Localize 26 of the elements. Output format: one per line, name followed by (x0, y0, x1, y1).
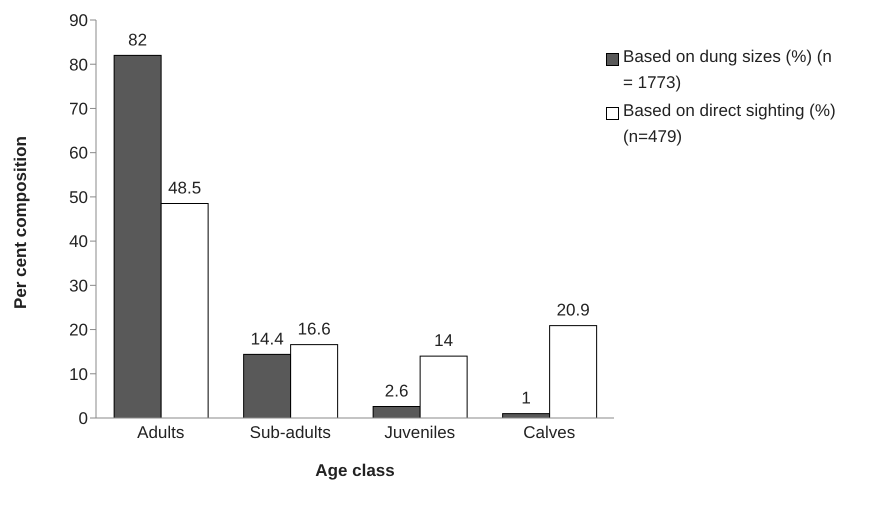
y-tick-label: 20 (69, 320, 88, 340)
x-tick-label: Calves (523, 423, 576, 442)
x-axis-title: Age class (315, 461, 395, 480)
y-tick-label: 50 (69, 188, 88, 207)
x-tick-label: Sub-adults (250, 423, 331, 442)
y-tick-label: 60 (69, 144, 88, 163)
y-axis-title: Per cent composition (11, 136, 30, 309)
y-tick-label: 10 (69, 364, 88, 384)
y-tick-label: 70 (69, 99, 88, 118)
x-tick-label: Adults (137, 423, 184, 442)
y-tick-label: 80 (69, 55, 88, 74)
data-label: 82 (128, 30, 148, 50)
data-label: 1 (521, 388, 531, 408)
y-tick-label: 90 (69, 11, 88, 30)
data-label: 16.6 (298, 320, 331, 339)
legend-label: Based on direct sighting (%)(n=479) (623, 100, 837, 148)
data-label: 2.6 (384, 382, 408, 400)
data-label: 48.5 (168, 178, 202, 198)
y-tick-label: 30 (69, 276, 88, 296)
y-tick-label: 0 (78, 409, 88, 428)
data-label: 20.9 (556, 300, 590, 320)
y-tick-label: 40 (69, 232, 88, 252)
data-label: 14.4 (250, 329, 284, 348)
x-tick-label: Juveniles (384, 423, 456, 442)
data-label: 14 (434, 331, 454, 350)
legend-label: Based on dung sizes (%) (n = 1773) (623, 46, 833, 94)
